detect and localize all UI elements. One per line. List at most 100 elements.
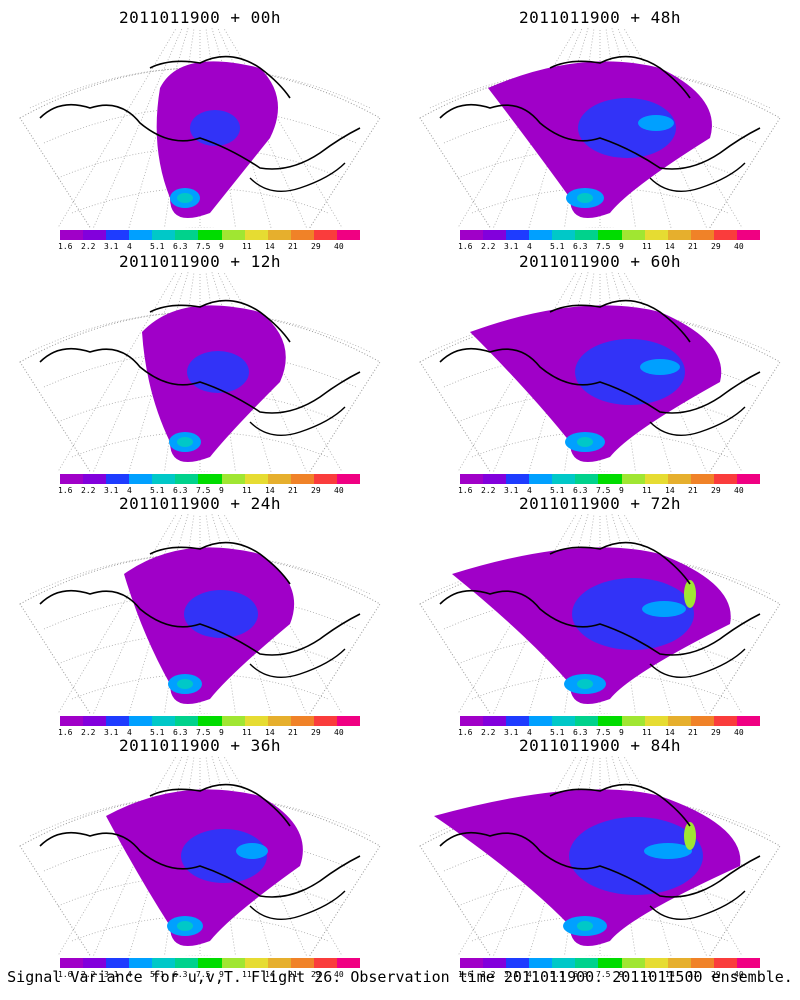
colorbar-label: 29 xyxy=(711,486,721,495)
colorbar-label: 4 xyxy=(527,970,532,979)
colorbar-swatch xyxy=(713,474,737,484)
colorbar-label: 3.1 xyxy=(504,242,519,251)
colorbar-label: 5.1 xyxy=(550,486,565,495)
map-panel: 2011011900 + 84h 1.6 2.2 3.1 4 5.1 6.3 7.5 9 11 14… xyxy=(400,736,800,980)
colorbar-labels: 1.6 2.2 3.1 4 5.1 6.3 7.5 9 11 14 21 29 40 xyxy=(458,728,768,738)
colorbar-label: 14 xyxy=(665,486,675,495)
colorbar-labels: 1.6 2.2 3.1 4 5.1 6.3 7.5 9 11 14 21 29 40 xyxy=(458,970,768,980)
colorbar-swatch xyxy=(175,474,199,484)
colorbar-swatch xyxy=(83,230,107,240)
colorbar-label: 29 xyxy=(711,970,721,979)
colorbar-swatch xyxy=(552,230,576,240)
colorbar-swatch xyxy=(483,474,507,484)
colorbar-label: 3.1 xyxy=(104,242,119,251)
colorbar-swatch xyxy=(713,230,737,240)
colorbar-label: 2.2 xyxy=(481,728,496,737)
panel-title: 2011011900 + 36h xyxy=(118,736,282,755)
map-panel: 2011011900 + 60h 1.6 2.2 3.1 4 5.1 6.3 7.5 9 11 14… xyxy=(400,252,800,495)
colorbar-label: 14 xyxy=(665,242,675,251)
colorbar-label: 5.1 xyxy=(150,242,165,251)
colorbar-label: 11 xyxy=(242,242,252,251)
colorbar-label: 11 xyxy=(242,728,252,737)
colorbar-label: 2.2 xyxy=(81,242,96,251)
colorbar-swatch xyxy=(152,958,176,968)
colorbar-swatch xyxy=(506,230,530,240)
colorbar-swatch xyxy=(267,958,291,968)
colorbar-swatch xyxy=(460,958,484,968)
colorbar-swatch xyxy=(621,474,645,484)
colorbar-label: 7.5 xyxy=(196,728,211,737)
colorbar-swatch xyxy=(575,474,599,484)
colorbar xyxy=(460,230,761,242)
colorbar-label: 21 xyxy=(288,486,298,495)
colorbar xyxy=(60,474,361,486)
colorbar-label: 9 xyxy=(219,242,224,251)
colorbar-label: 11 xyxy=(642,728,652,737)
colorbar-label: 14 xyxy=(665,728,675,737)
colorbar-label: 1.6 xyxy=(58,728,73,737)
colorbar xyxy=(60,716,361,728)
map-panel: 2011011900 + 36h 1.6 2.2 3.1 4 5.1 6.3 7.5 9 11 14… xyxy=(0,736,400,980)
colorbar-label: 5.1 xyxy=(550,970,565,979)
colorbar-swatch xyxy=(106,474,130,484)
colorbar-swatch xyxy=(221,958,245,968)
colorbar-swatch xyxy=(529,474,553,484)
colorbar-label: 5.1 xyxy=(550,242,565,251)
colorbar-swatch xyxy=(598,474,622,484)
panel-title: 2011011900 + 72h xyxy=(518,494,682,513)
colorbar-labels: 1.6 2.2 3.1 4 5.1 6.3 7.5 9 11 14 21 29 40 xyxy=(58,242,368,252)
colorbar-swatch xyxy=(60,230,84,240)
colorbar-label: 21 xyxy=(688,242,698,251)
colorbar-label: 29 xyxy=(711,728,721,737)
colorbar-label: 2.2 xyxy=(81,970,96,979)
map-panel: 2011011900 + 48h 1.6 2.2 3.1 4 5.1 6.3 7.5 9 11 14… xyxy=(400,8,800,251)
panel-title: 2011011900 + 12h xyxy=(118,252,282,271)
colorbar-label: 29 xyxy=(311,242,321,251)
colorbar-label: 21 xyxy=(688,970,698,979)
colorbar-label: 4 xyxy=(127,242,132,251)
colorbar-swatch xyxy=(529,716,553,726)
colorbar-label: 3.1 xyxy=(104,970,119,979)
map-panel: 2011011900 + 00h 1.6 2.2 3.1 4 5.1 6.3 7.5 9 11 14… xyxy=(0,8,400,252)
colorbar-label: 3.1 xyxy=(504,970,519,979)
colorbar-swatch xyxy=(667,716,691,726)
colorbar-swatch xyxy=(644,474,668,484)
colorbar-swatch xyxy=(690,230,714,240)
colorbar-swatch xyxy=(129,474,153,484)
colorbar-label: 6.3 xyxy=(573,970,588,979)
colorbar-swatch xyxy=(506,474,530,484)
colorbar-swatch xyxy=(313,230,337,240)
colorbar-label: 1.6 xyxy=(58,242,73,251)
colorbar-swatch xyxy=(60,474,84,484)
colorbar-swatch xyxy=(575,958,599,968)
colorbar xyxy=(460,958,761,970)
colorbar-swatch xyxy=(313,958,337,968)
colorbar-swatch xyxy=(106,230,130,240)
colorbar-label: 4 xyxy=(527,242,532,251)
colorbar-label: 7.5 xyxy=(596,970,611,979)
colorbar-swatch xyxy=(175,230,199,240)
colorbar-label: 9 xyxy=(219,970,224,979)
colorbar-label: 5.1 xyxy=(550,728,565,737)
colorbar-label: 6.3 xyxy=(573,242,588,251)
colorbar-labels: 1.6 2.2 3.1 4 5.1 6.3 7.5 9 11 14 21 29 40 xyxy=(58,970,368,980)
colorbar-label: 29 xyxy=(711,242,721,251)
colorbar xyxy=(60,958,361,970)
colorbar-label: 3.1 xyxy=(504,728,519,737)
colorbar-swatch xyxy=(736,716,761,726)
colorbar-label: 40 xyxy=(734,728,744,737)
colorbar-swatch xyxy=(244,230,268,240)
colorbar-swatch xyxy=(506,958,530,968)
colorbar-label: 9 xyxy=(619,486,624,495)
colorbar-label: 40 xyxy=(334,970,344,979)
variance-map xyxy=(19,272,381,472)
colorbar-label: 2.2 xyxy=(481,242,496,251)
colorbar-swatch xyxy=(290,958,314,968)
colorbar-label: 3.1 xyxy=(504,486,519,495)
colorbar-swatch xyxy=(529,958,553,968)
colorbar-swatch xyxy=(290,474,314,484)
map-panel: 2011011900 + 12h 1.6 2.2 3.1 4 5.1 6.3 7.5 9 11 14… xyxy=(0,252,400,495)
colorbar-swatch xyxy=(198,716,222,726)
colorbar-labels: 1.6 2.2 3.1 4 5.1 6.3 7.5 9 11 14 21 29 40 xyxy=(58,728,368,738)
colorbar-label: 11 xyxy=(642,242,652,251)
